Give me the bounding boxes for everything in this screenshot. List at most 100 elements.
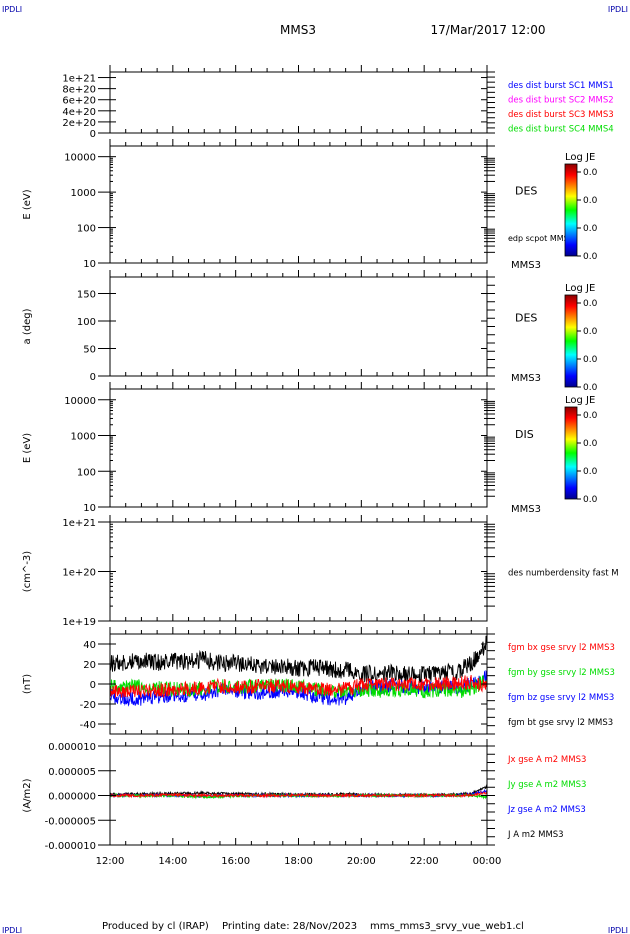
panel-current-density: 0.000010 0.000005 0.000000 -0.000005 -0.0000…: [22, 739, 586, 852]
y-tick-label: -20: [80, 700, 96, 711]
legend-entry: fgm bz gse srvy l2 MMS3: [508, 693, 614, 703]
y-tick-label: 0.000010: [48, 742, 96, 753]
y-tick-label: 100: [77, 467, 96, 478]
y-tick-label: 10000: [64, 153, 96, 164]
panel-1-frame: [109, 145, 488, 264]
y-tick-label: 100: [77, 317, 96, 328]
spacecraft-label: MMS3: [511, 504, 541, 515]
time-tick-label: 14:00: [158, 856, 187, 867]
footer-printing-date: Printing date: 28/Nov/2023: [222, 921, 357, 932]
trace-Jx: [109, 790, 488, 799]
corner-label-top-left: IPDLI: [2, 5, 22, 14]
side-label: edp scpot MMS3: [508, 234, 574, 243]
time-axis: 12:00 14:00 16:00 18:00 20:00 22:00 00:00: [96, 856, 502, 867]
y-tick-label: 1e+19: [62, 617, 96, 628]
spacecraft-label: MMS3: [511, 373, 541, 384]
colorbar: [564, 163, 578, 257]
colorbar-tick-label: 0.0: [583, 467, 598, 477]
legend-entry: J A m2 MMS3: [507, 830, 564, 840]
colorbar-tick-label: 0.0: [583, 299, 598, 309]
y-tick-label: 1e+21: [62, 74, 96, 85]
colorbar-tick-label: 0.0: [583, 196, 598, 206]
legend-entry: fgm bt gse srvy l2 MMS3: [508, 718, 613, 728]
legend-entry: des dist burst SC3 MMS3: [508, 110, 614, 120]
y-tick-label: -0.000010: [45, 841, 96, 852]
time-tick-label: 12:00: [96, 856, 125, 867]
spacecraft-title: MMS3: [280, 23, 316, 37]
trace-bt: [109, 635, 488, 684]
spacecraft-label: MMS3: [511, 260, 541, 271]
legend-entry: Jz gse A m2 MMS3: [507, 805, 586, 815]
y-tick-label: 1000: [71, 432, 96, 443]
colorbar-title: Log JE: [565, 395, 595, 406]
legend-entry: Jx gse A m2 MMS3: [507, 755, 586, 765]
y-tick-label: 10: [83, 259, 96, 270]
colorbar-title: Log JE: [565, 152, 595, 163]
instrument-label: DES: [515, 312, 537, 325]
time-tick-label: 20:00: [347, 856, 376, 867]
colorbar-tick-label: 0.0: [583, 168, 598, 178]
colorbar-tick-label: 0.0: [583, 327, 598, 337]
y-tick-label: 1e+21: [62, 518, 96, 529]
legend-entry: des dist burst SC1 MMS1: [508, 81, 614, 91]
colorbar-tick-label: 0.0: [583, 439, 598, 449]
panel-des-pitch-angle: 150 100 50 0 a (deg) DES MMS3 Log JE 0.0 0.0 0.0 0.…: [22, 270, 598, 393]
y-tick-label: 4e+20: [62, 107, 96, 118]
corner-label-top-right: IPDLI: [608, 5, 628, 14]
y-tick-label: 50: [83, 345, 96, 356]
y-tick-label: 8e+20: [62, 85, 96, 96]
instrument-label: DES: [515, 185, 537, 198]
y-axis-label: a (deg): [22, 308, 33, 344]
legend-entry: des dist burst SC2 MMS2: [508, 96, 614, 106]
colorbar-tick-label: 0.0: [583, 411, 598, 421]
colorbar-tick-label: 0.0: [583, 224, 598, 234]
panel-des-energy-spectrogram: 10000 1000 100 10 E (eV) DES edp scpot MMS3 MMS…: [22, 139, 598, 271]
panel-4-frame: [109, 521, 488, 622]
trace-bx: [109, 675, 488, 699]
corner-label-bottom-right: IPDLI: [608, 926, 628, 934]
y-tick-label: 0: [90, 372, 96, 383]
y-tick-label: 20: [83, 660, 96, 671]
colorbar-title: Log JE: [565, 283, 595, 294]
legend-entry: fgm bx gse srvy l2 MMS3: [508, 643, 615, 653]
y-tick-label: -0.000005: [45, 816, 96, 827]
corner-label-bottom-left: IPDLI: [2, 926, 22, 934]
legend-entry: des numberdensity fast M: [508, 569, 619, 579]
y-tick-label: 0.000000: [48, 792, 96, 803]
panel-magnetic-field: 40 20 0 -20 -40 (nT) fgm bx gse srvy l2 MMS3 fg…: [22, 627, 615, 735]
panel-0-frame: [109, 71, 488, 134]
y-axis-label: (A/m2): [22, 778, 33, 812]
panel-dis-energy-spectrogram: 10000 1000 100 10 E (eV) DIS MMS3 Log JE 0.0 0.0 0…: [22, 382, 598, 515]
colorbar: [564, 294, 578, 388]
y-tick-label: 1000: [71, 188, 96, 199]
colorbar-tick-label: 0.0: [583, 252, 598, 262]
y-axis-label: (nT): [22, 674, 33, 694]
y-tick-label: -40: [80, 720, 96, 731]
y-tick-label: 10: [83, 503, 96, 514]
y-tick-label: 100: [77, 224, 96, 235]
time-tick-label: 16:00: [221, 856, 250, 867]
y-axis-label: E (eV): [22, 189, 33, 219]
instrument-label: DIS: [515, 428, 534, 441]
colorbar-tick-label: 0.0: [583, 355, 598, 365]
colorbar-tick-label: 0.0: [583, 495, 598, 505]
panel-number-density: 1e+21 1e+20 1e+19 (cm^-3) des numberdensity …: [22, 515, 619, 628]
panel-2-frame: [109, 276, 488, 377]
y-tick-label: 6e+20: [62, 96, 96, 107]
legend-entry: Jy gse A m2 MMS3: [507, 780, 586, 790]
legend-entry: des dist burst SC4 MMS4: [508, 125, 614, 135]
time-tick-label: 00:00: [473, 856, 502, 867]
footer-filename: mms_mms3_srvy_vue_web1.cl: [370, 921, 524, 932]
y-tick-label: 10000: [64, 396, 96, 407]
time-tick-label: 18:00: [284, 856, 313, 867]
y-tick-label: 2e+20: [62, 118, 96, 129]
y-axis-label: E (eV): [22, 433, 33, 463]
y-tick-label: 150: [77, 290, 96, 301]
footer-produced-by: Produced by cl (IRAP): [102, 921, 209, 932]
y-tick-label: 0: [90, 129, 96, 140]
y-axis-label: (cm^-3): [22, 551, 33, 592]
colorbar: [564, 406, 578, 500]
time-tick-label: 22:00: [410, 856, 439, 867]
